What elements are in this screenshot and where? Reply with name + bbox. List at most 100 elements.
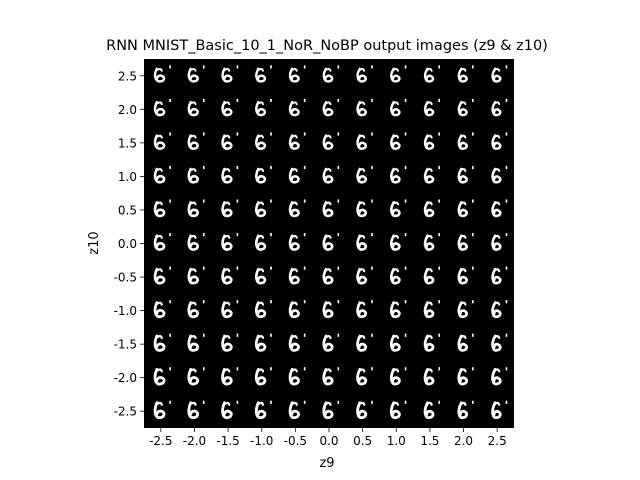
digit-stroke	[190, 201, 197, 206]
digit-stroke	[156, 335, 163, 340]
digit-stroke	[392, 168, 399, 172]
digit-mark	[337, 65, 340, 69]
digit-tile	[322, 165, 340, 184]
digit-tile	[491, 132, 508, 150]
digit-stroke	[291, 168, 298, 172]
digit-stroke	[494, 268, 501, 273]
digit-stroke	[257, 301, 265, 306]
digit-stroke	[153, 67, 166, 83]
digit-mark	[303, 333, 306, 337]
digit-tile	[457, 300, 474, 319]
digit-tile	[491, 233, 508, 251]
digit-tile	[356, 65, 373, 83]
digit-tile	[322, 300, 340, 319]
digit-mark	[371, 266, 373, 270]
digit-tile	[389, 199, 407, 218]
digit-stroke	[389, 201, 401, 218]
digit-stroke	[221, 67, 233, 83]
digit-tile	[356, 333, 373, 352]
digit-stroke	[325, 201, 332, 206]
digit-stroke	[356, 201, 368, 218]
digit-stroke	[359, 101, 366, 106]
x-tick-label: 0.5	[353, 434, 372, 448]
digit-stroke	[423, 301, 435, 319]
digit-stroke	[423, 267, 435, 285]
digit-mark	[202, 199, 205, 203]
digit-tile	[288, 367, 306, 386]
digit-stroke	[390, 134, 401, 150]
digit-stroke	[423, 234, 435, 251]
digit-stroke	[359, 268, 366, 273]
digit-tile	[221, 132, 239, 150]
digit-stroke	[187, 234, 200, 251]
digit-stroke	[291, 401, 298, 406]
digit-tile	[457, 98, 474, 117]
digit-mark	[472, 98, 474, 103]
digit-stroke	[254, 234, 267, 251]
digit-mark	[505, 233, 508, 237]
digit-mark	[202, 233, 205, 237]
x-tick-label: 0.0	[319, 434, 338, 448]
digit-stroke	[494, 368, 501, 373]
digit-stroke	[288, 267, 300, 285]
digit-mark	[270, 165, 272, 170]
digit-tile	[457, 199, 474, 218]
digit-stroke	[491, 267, 502, 285]
digit-stroke	[457, 334, 469, 352]
digit-stroke	[257, 234, 265, 239]
digit-tile	[322, 400, 340, 420]
digit-tile	[491, 333, 508, 352]
digit-stroke	[491, 167, 502, 184]
digit-mark	[371, 333, 373, 337]
digit-tile	[423, 333, 441, 352]
digit-stroke	[187, 67, 199, 83]
digit-mark	[371, 300, 373, 304]
digit-stroke	[356, 100, 368, 117]
digit-mark	[270, 266, 272, 270]
y-tick-label: 2.0	[118, 103, 137, 117]
digit-stroke	[322, 167, 334, 184]
digit-stroke	[494, 134, 501, 139]
digit-tile	[187, 98, 205, 117]
digit-mark	[472, 367, 474, 371]
digit-mark	[371, 98, 373, 103]
digit-stroke	[426, 368, 433, 373]
digit-tile	[153, 333, 171, 352]
digit-stroke	[322, 334, 334, 352]
digit-stroke	[392, 368, 400, 373]
digit-stroke	[392, 401, 400, 406]
digit-mark	[472, 233, 474, 237]
digit-mark	[169, 367, 171, 371]
digit-tile	[457, 400, 474, 420]
digit-stroke	[224, 168, 231, 172]
digit-mark	[303, 233, 306, 237]
digit-stroke	[187, 267, 200, 285]
digit-tile	[288, 400, 306, 420]
digit-mark	[337, 98, 340, 103]
digit-tile	[457, 65, 474, 83]
digit-stroke	[389, 234, 401, 251]
digit-mark	[337, 333, 340, 337]
digit-stroke	[356, 301, 368, 319]
digit-stroke	[356, 234, 368, 251]
digit-tile	[457, 367, 474, 386]
digit-mark	[371, 367, 373, 371]
digit-mark	[169, 199, 171, 203]
digit-mark	[438, 165, 441, 170]
digit-mark	[236, 199, 239, 203]
digit-stroke	[325, 68, 332, 72]
digit-mark	[202, 165, 205, 170]
digit-stroke	[426, 301, 433, 306]
y-tick-label: -2.0	[114, 371, 137, 385]
digit-stroke	[325, 168, 332, 172]
digit-stroke	[221, 267, 233, 285]
digit-stroke	[460, 268, 467, 273]
digit-stroke	[156, 401, 163, 406]
digit-stroke	[187, 367, 200, 386]
digit-mark	[505, 65, 508, 69]
digit-stroke	[426, 168, 433, 172]
digit-tile	[322, 333, 340, 352]
digit-stroke	[494, 101, 501, 106]
y-tick-label: -0.5	[114, 271, 137, 285]
y-tick-label: -2.5	[114, 405, 137, 419]
